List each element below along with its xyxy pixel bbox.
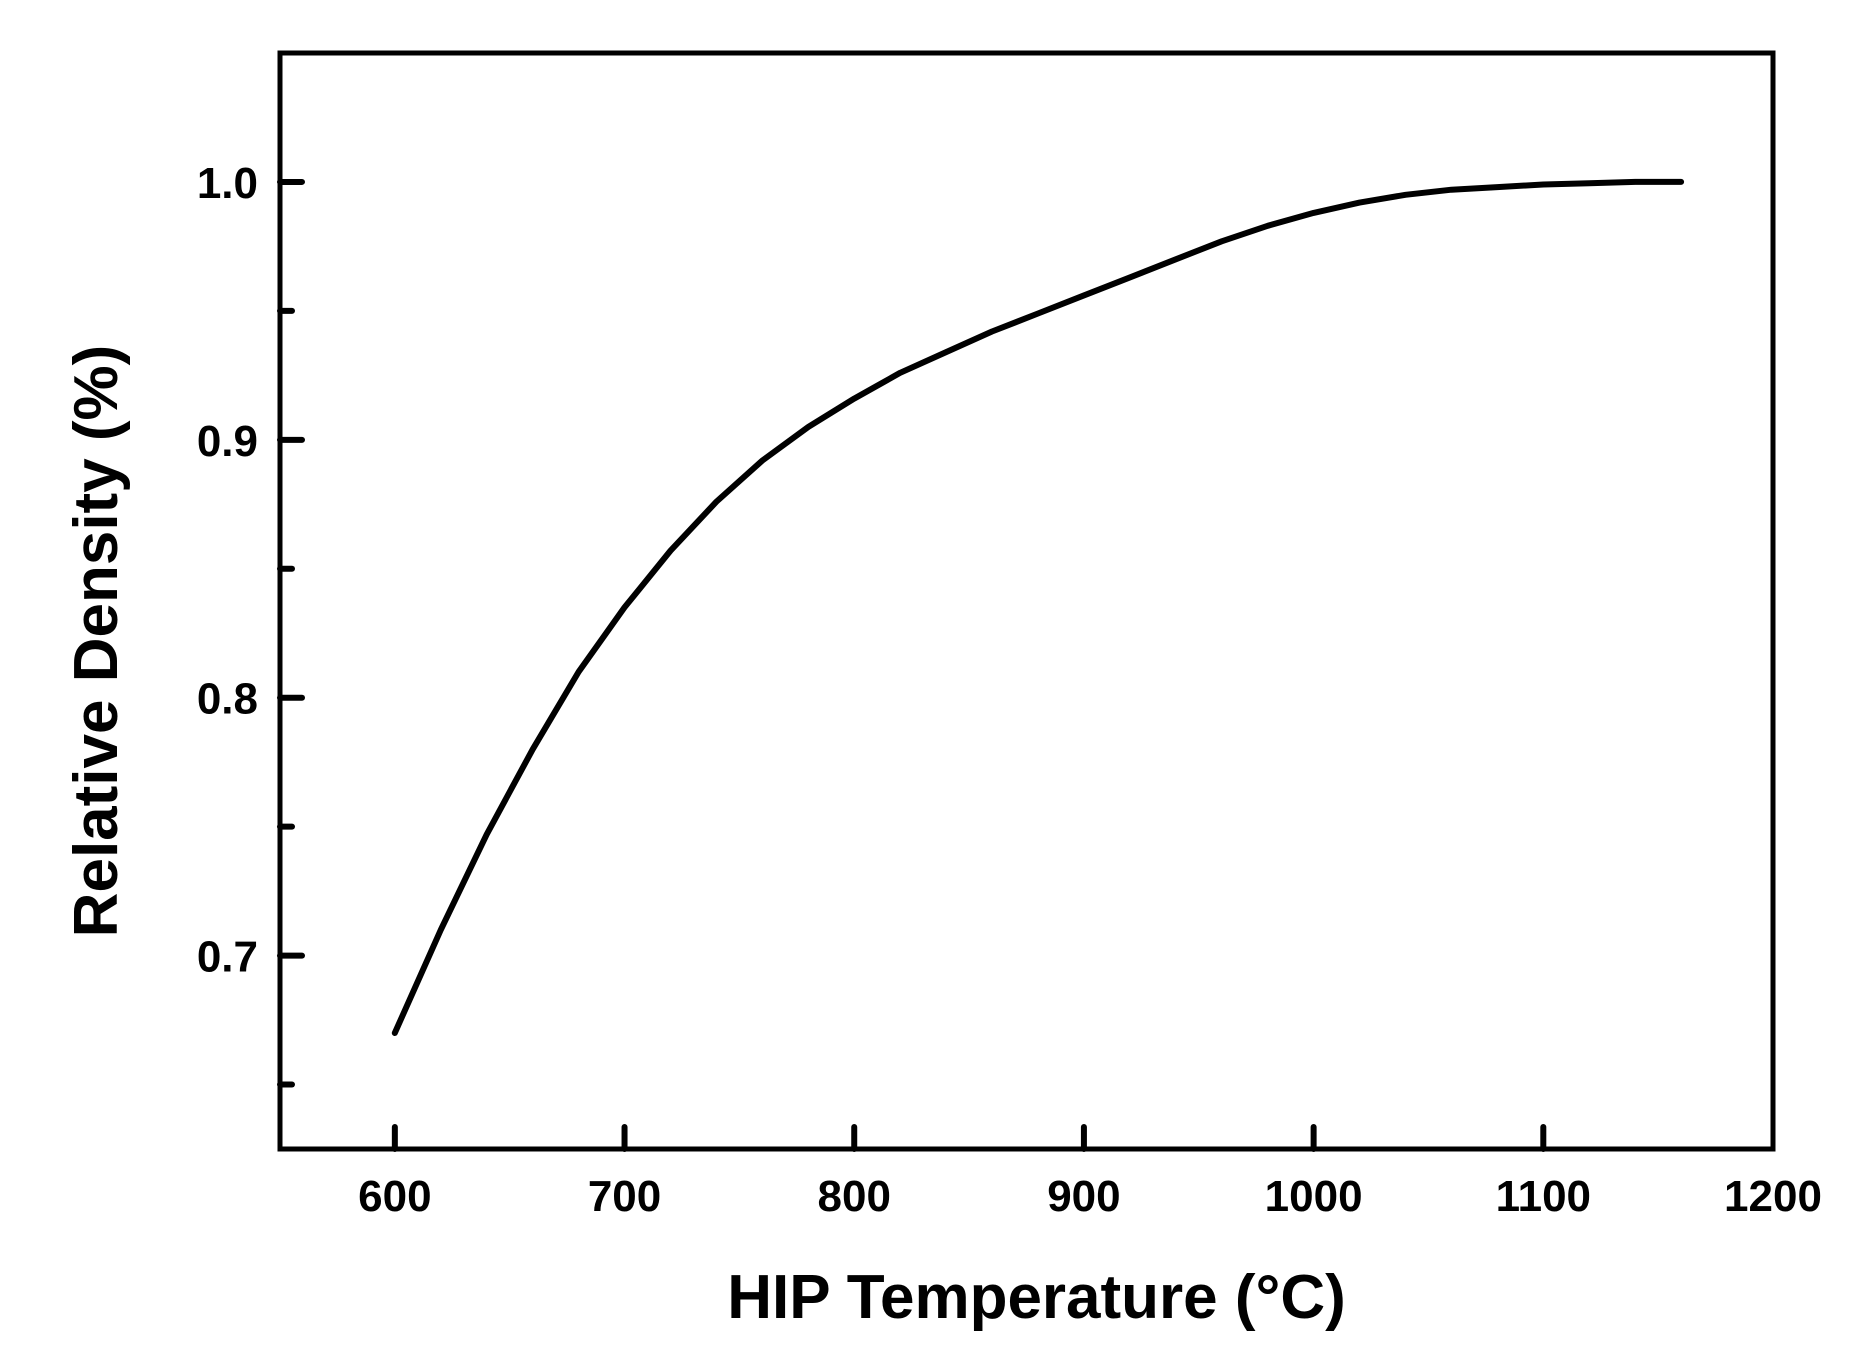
x-tick-label: 800 — [818, 1172, 891, 1221]
series-layer — [391, 178, 1685, 1036]
x-tick-label: 1000 — [1265, 1172, 1363, 1221]
y-axis-ticks: 0.7 0.8 0.9 1.0 — [197, 159, 305, 1088]
x-tick-label: 600 — [358, 1172, 431, 1221]
y-axis-title: Relative Density (%) — [62, 345, 131, 938]
x-tick-label: 1100 — [1496, 1172, 1591, 1221]
y-tick-label: 0.7 — [197, 933, 258, 982]
plot-frame — [277, 50, 1776, 1152]
y-tick-label: 1.0 — [197, 159, 258, 208]
x-axis-title: HIP Temperature (°C) — [727, 1263, 1346, 1332]
y-tick-label: 0.8 — [197, 675, 258, 724]
x-axis-ticks: 600 700 800 900 1000 1100 1200 — [358, 1124, 1822, 1221]
x-tick-label: 900 — [1047, 1172, 1120, 1221]
series-line — [391, 178, 1685, 1036]
y-tick-label: 0.9 — [197, 417, 258, 466]
x-tick-label: 1200 — [1724, 1172, 1822, 1221]
x-tick-label: 700 — [588, 1172, 661, 1221]
